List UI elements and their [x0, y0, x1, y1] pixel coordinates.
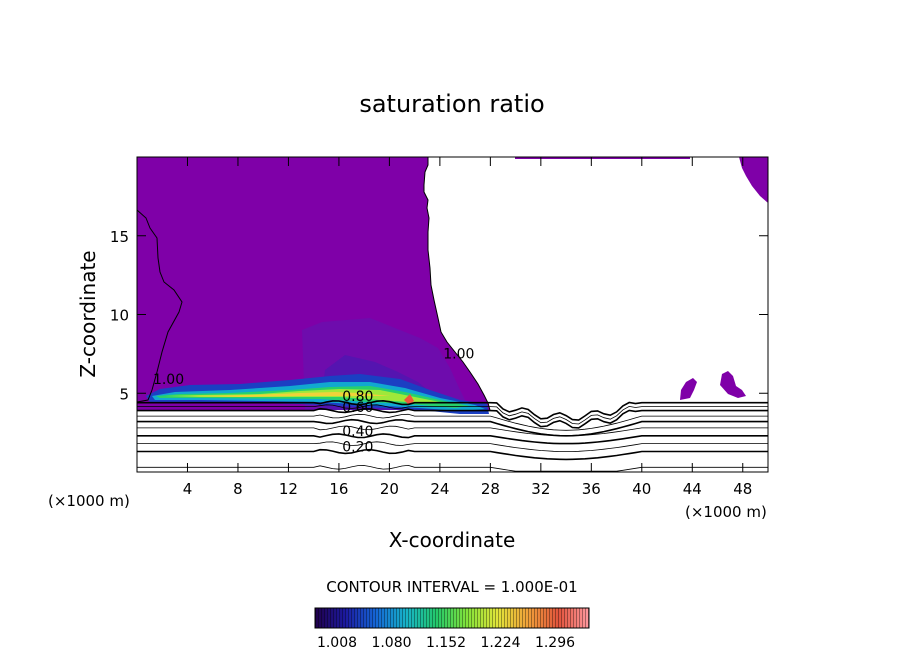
colorbar-tick-label: 1.296: [535, 635, 575, 651]
contour-line: [137, 407, 768, 429]
contour-line: [137, 464, 768, 472]
y-axis-label: Z-coordinate: [76, 250, 100, 377]
contour-label: 1.00: [153, 372, 184, 388]
y-axis-ticks: 5 10 15: [110, 228, 768, 403]
band-level-5: [190, 392, 390, 397]
x-tick-label: 4: [183, 480, 193, 498]
saturation-blob-44: [680, 378, 697, 400]
x-tick-label: 16: [329, 480, 348, 498]
colorbar-tick-label: 1.080: [371, 635, 411, 651]
contour-line: [137, 404, 768, 425]
contour-line: [137, 399, 768, 421]
x-tick-label: 12: [279, 480, 298, 498]
band-hotspot: [404, 394, 414, 405]
colorbar-tick-labels: 1.008 1.080 1.152 1.224 1.296: [317, 635, 575, 651]
contour-label: 0.40: [342, 424, 373, 440]
colorbar: 1.008 1.080 1.152 1.224 1.296: [314, 607, 590, 651]
contour-line: [137, 425, 768, 437]
x-axis-label: X-coordinate: [389, 528, 516, 552]
y-tick-label: 10: [110, 307, 129, 325]
x-tick-label: 32: [531, 480, 550, 498]
saturation-blob-47: [720, 371, 746, 398]
contour-line: [137, 413, 768, 431]
contour-line: [137, 433, 768, 445]
x-tick-label: 8: [233, 480, 243, 498]
contour-interval-note: CONTOUR INTERVAL = 1.000E-01: [326, 578, 577, 596]
contour-line: [137, 441, 768, 452]
colorbar-frame: [314, 607, 590, 629]
x-unit-note-left: (×1000 m): [48, 492, 130, 510]
contour-line: [137, 448, 768, 461]
contour-line-1-00-left: [136, 209, 183, 403]
x-tick-label: 28: [481, 480, 500, 498]
contour-lines: [136, 157, 768, 472]
x-tick-label: 20: [380, 480, 399, 498]
x-unit-note-right: (×1000 m): [685, 503, 767, 521]
x-tick-label: 40: [632, 480, 651, 498]
colorbar-tick-label: 1.152: [426, 635, 466, 651]
y-tick-label: 5: [119, 385, 129, 403]
plot-area: 1.00 1.00 0.800.60 0.400.20: [136, 156, 769, 473]
contour-labels: 1.00 1.00 0.800.60 0.400.20: [153, 347, 474, 456]
x-tick-label: 48: [733, 480, 752, 498]
chart-title: saturation ratio: [359, 90, 544, 118]
colorbar-stripes: [315, 608, 589, 628]
x-tick-label: 24: [430, 480, 449, 498]
contour-label: 0.60: [342, 400, 373, 416]
colorbar-tick-label: 1.224: [480, 635, 520, 651]
contour-label: 1.00: [443, 347, 474, 363]
saturation-region-top-right: [739, 157, 768, 203]
contour-line-1-00-right: [423, 157, 491, 411]
contour-label: 0.80: [342, 389, 373, 405]
contour-line: [137, 418, 768, 437]
y-tick-label: 15: [110, 228, 129, 246]
x-axis-ticks: 4 8 12 16 20 24 28 32 36 40 44 48: [183, 157, 752, 498]
colorbar-tick-label: 1.008: [317, 635, 357, 651]
x-tick-label: 44: [683, 480, 702, 498]
x-tick-label: 36: [582, 480, 601, 498]
contour-label: 0.20: [342, 440, 373, 456]
